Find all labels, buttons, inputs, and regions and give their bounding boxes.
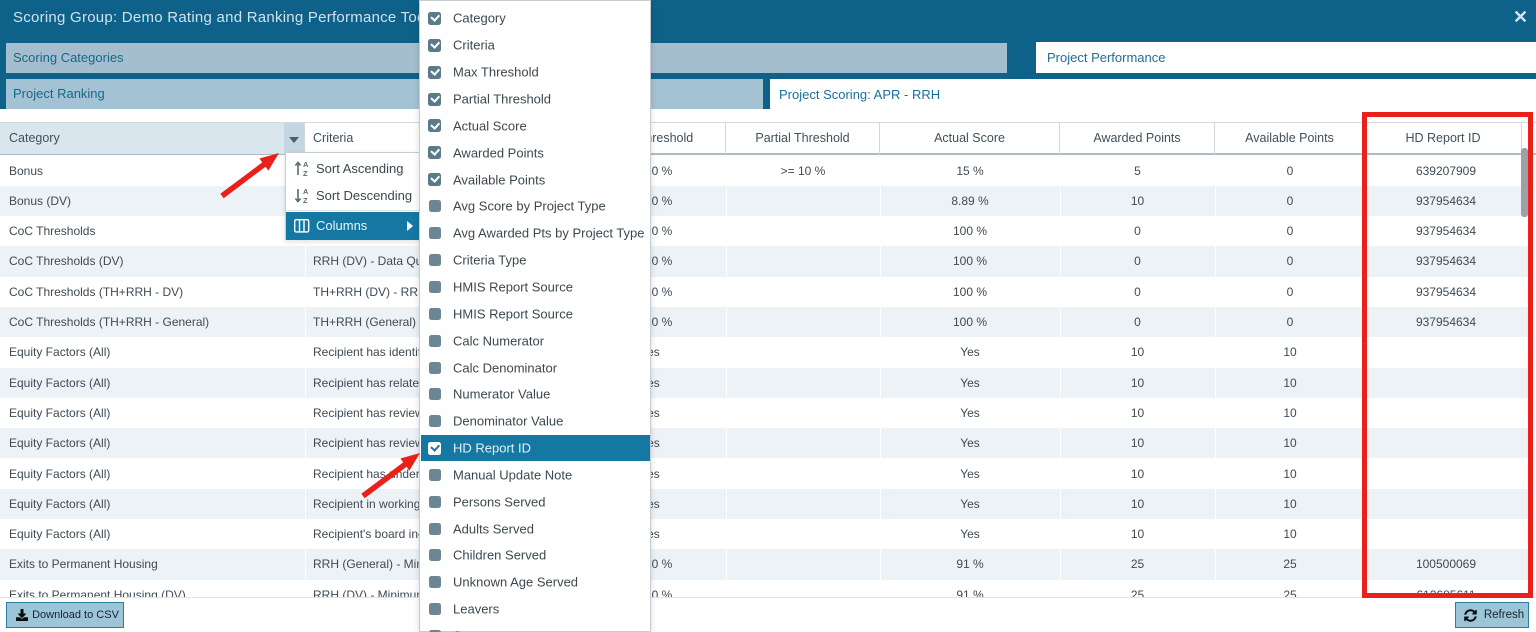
svg-text:A: A	[303, 187, 309, 196]
svg-text:Z: Z	[303, 169, 308, 177]
svg-text:A: A	[303, 160, 309, 169]
svg-text:Z: Z	[303, 196, 308, 204]
